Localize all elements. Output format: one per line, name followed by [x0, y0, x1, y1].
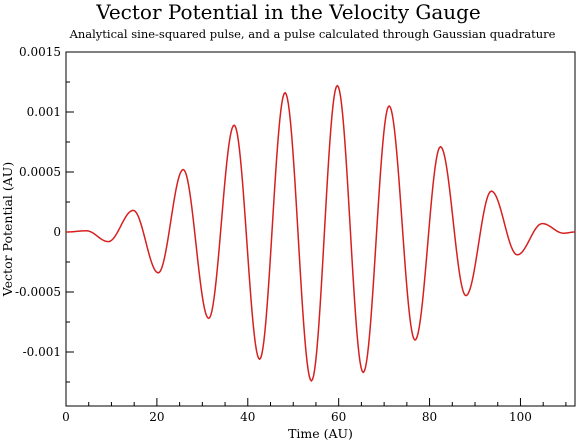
x-tick-label: 0: [62, 410, 70, 424]
y-tick-label: -0.001: [23, 345, 61, 359]
y-tick-label: 0.0015: [19, 45, 61, 59]
y-tick-label: 0.001: [27, 105, 61, 119]
x-tick-label: 60: [331, 410, 346, 424]
x-axis-label: Time (AU): [288, 426, 353, 441]
y-tick-label: 0.0005: [19, 165, 61, 179]
x-tick-label: 20: [149, 410, 164, 424]
series-layer: [65, 84, 576, 382]
y-tick-label: -0.0005: [15, 285, 61, 299]
y-tick-label: 0: [53, 225, 61, 239]
x-tick-label: 100: [509, 410, 532, 424]
x-tick-label: 40: [240, 410, 255, 424]
y-axis-label: Vector Potential (AU): [0, 162, 15, 297]
y-axis-ticks: -0.001 -0.0005 0 0.0005 0.001 0.0015: [15, 45, 74, 383]
series-line: [65, 84, 576, 382]
chart-title: Vector Potential in the Velocity Gauge: [96, 0, 481, 24]
chart-subtitle: Analytical sine-squared pulse, and a pul…: [69, 27, 556, 41]
x-tick-label: 80: [422, 410, 437, 424]
plot-frame: [65, 51, 576, 407]
x-axis-ticks: 0 20 40 60 80 100: [62, 398, 567, 424]
